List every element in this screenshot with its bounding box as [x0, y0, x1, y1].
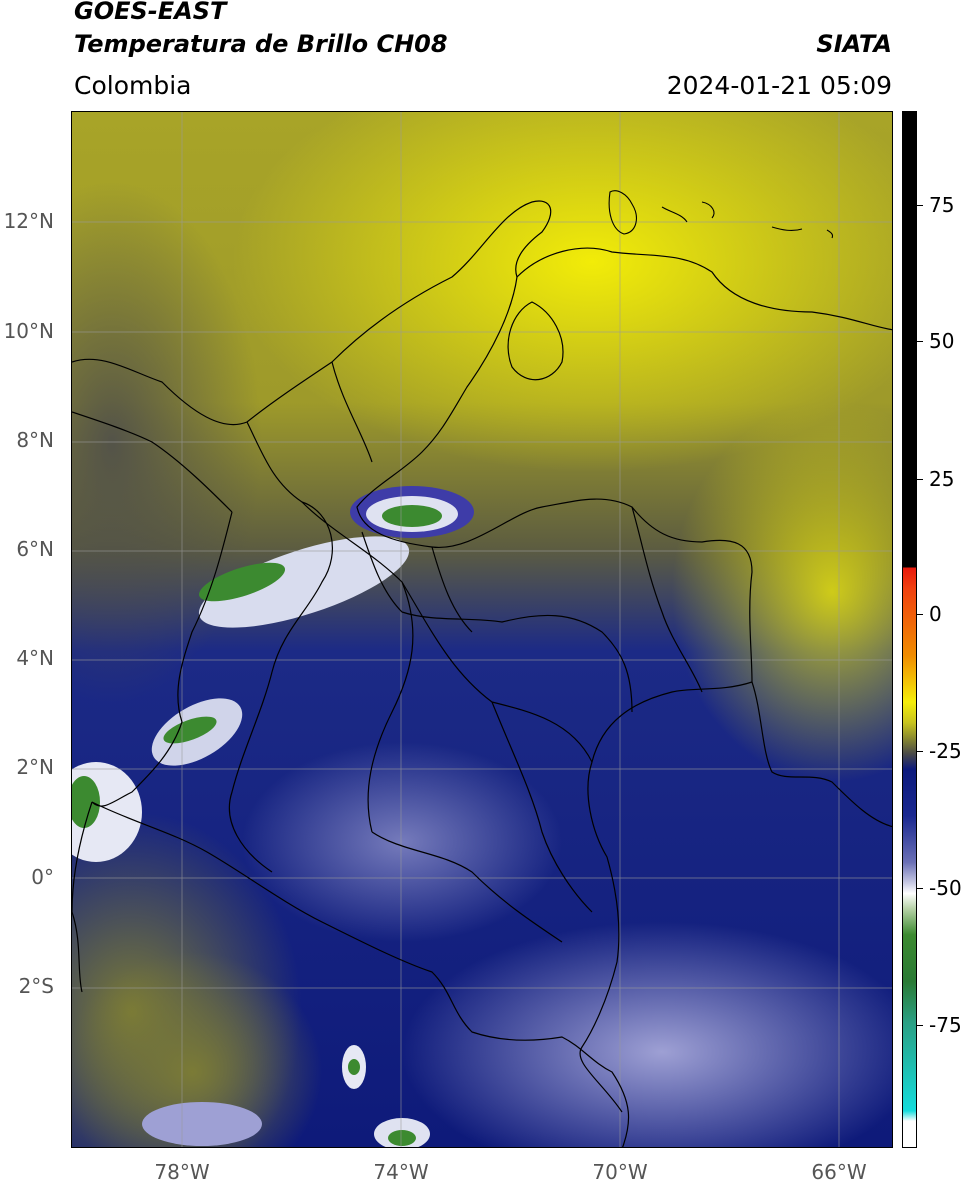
internal-dept-2 [331, 361, 373, 463]
colorbar-label-50: 50 [929, 329, 955, 353]
lon-label-70w: 70°W [592, 1160, 648, 1184]
island-outlines [608, 190, 834, 239]
lat-label-0: 0° [31, 865, 54, 889]
lavender-region-center [242, 742, 562, 942]
pacific-coast [91, 511, 233, 807]
internal-dept-7 [491, 701, 593, 913]
lon-label-74w: 74°W [373, 1160, 429, 1184]
lat-label-12n: 12°N [3, 209, 54, 233]
lat-label-2s: 2°S [18, 974, 54, 998]
colorbar-label-minus25: -25 [929, 739, 962, 763]
agency-label: SIATA [816, 30, 892, 58]
colorbar-label-0: 0 [929, 602, 942, 626]
olive-region-southwest-2 [72, 952, 322, 1147]
colorbar-tick-minus50 [917, 888, 923, 889]
political-boundaries [72, 200, 892, 1147]
region-label: Colombia [74, 71, 192, 100]
internal-dept-1 [246, 421, 333, 673]
lavender-region-south [402, 922, 892, 1147]
colorbar-tick-75 [917, 205, 923, 206]
colorbar [902, 111, 917, 1148]
peru-ecuador-border [91, 801, 630, 1147]
lon-label-66w: 66°W [811, 1160, 867, 1184]
colorbar-tick-0 [917, 614, 923, 615]
colorbar-label-minus75: -75 [929, 1013, 962, 1037]
satellite-title: GOES-EAST [74, 0, 227, 25]
lat-label-6n: 6°N [16, 537, 54, 561]
internal-dept-9 [631, 506, 703, 693]
colorbar-label-25: 25 [929, 467, 955, 491]
colorbar-tick-25 [917, 479, 923, 480]
internal-dept-3 [301, 501, 414, 833]
lon-label-78w: 78°W [154, 1160, 210, 1184]
lat-label-8n: 8°N [16, 428, 54, 452]
yellow-region-north [232, 112, 892, 472]
colorbar-label-75: 75 [929, 193, 955, 217]
brightness-temperature-map [71, 111, 893, 1148]
ecuador-coast [72, 801, 93, 993]
venezuela-border [356, 276, 892, 828]
lat-label-4n: 4°N [16, 646, 54, 670]
colorbar-tick-minus75 [917, 1025, 923, 1026]
colorbar-tick-minus25 [917, 751, 923, 752]
internal-dept-4 [401, 581, 593, 763]
lake-maracaibo [507, 301, 564, 381]
lat-label-2n: 2°N [16, 755, 54, 779]
brazil-border [579, 681, 753, 1113]
cold-cloud-tops [72, 486, 474, 1147]
panama-border [72, 411, 233, 513]
datetime-label: 2024-01-21 05:09 [666, 71, 892, 100]
colorbar-tick-50 [917, 341, 923, 342]
central-border [361, 531, 633, 713]
internal-dept-5 [371, 831, 563, 943]
internal-dept-6 [228, 671, 273, 873]
product-title: Temperatura de Brillo CH08 [74, 30, 448, 58]
internal-dept-8 [431, 546, 473, 633]
caribbean-coast [72, 200, 892, 426]
gridlines [72, 112, 892, 1147]
lat-label-10n: 10°N [3, 319, 54, 343]
colorbar-label-minus50: -50 [929, 876, 962, 900]
